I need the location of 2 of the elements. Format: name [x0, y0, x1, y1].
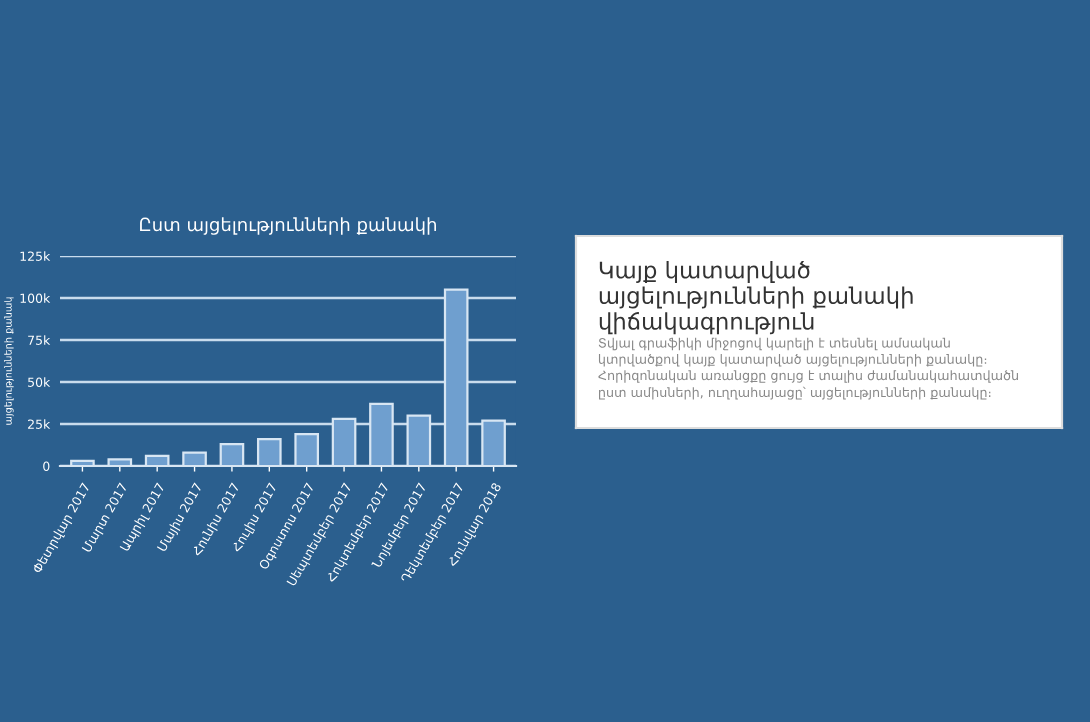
text: Կայք կատարված այցելությունների քանակի վիճակագրություն [599, 260, 913, 335]
chart-title: Ըստ այցելությունների քանակի [140, 217, 436, 235]
